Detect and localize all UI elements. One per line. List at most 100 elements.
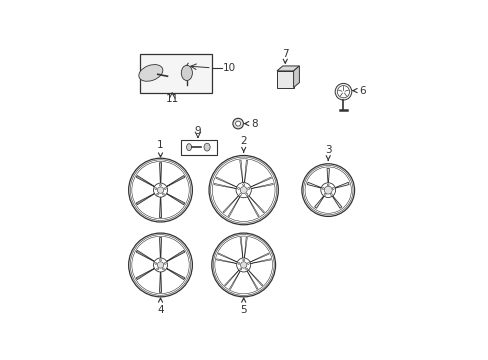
Polygon shape — [246, 270, 258, 289]
Circle shape — [247, 188, 249, 189]
Circle shape — [245, 268, 247, 270]
Polygon shape — [136, 176, 155, 187]
Polygon shape — [334, 182, 348, 188]
Polygon shape — [165, 193, 184, 205]
Text: 7: 7 — [282, 49, 288, 63]
Circle shape — [320, 183, 335, 198]
Polygon shape — [159, 163, 161, 184]
Circle shape — [132, 161, 189, 219]
Polygon shape — [331, 195, 341, 208]
Circle shape — [326, 184, 328, 186]
Text: 6: 6 — [352, 86, 366, 96]
Circle shape — [132, 236, 189, 294]
Text: 8: 8 — [244, 118, 258, 129]
Text: 9: 9 — [194, 126, 201, 136]
Polygon shape — [223, 195, 239, 213]
Text: 11: 11 — [165, 94, 179, 104]
Polygon shape — [293, 66, 299, 87]
Text: 10: 10 — [222, 63, 235, 73]
Polygon shape — [224, 270, 239, 286]
Circle shape — [239, 193, 241, 195]
Circle shape — [236, 258, 250, 272]
Polygon shape — [229, 270, 240, 289]
Circle shape — [213, 234, 274, 296]
Circle shape — [334, 84, 351, 100]
Polygon shape — [240, 237, 243, 258]
Circle shape — [155, 188, 156, 189]
Circle shape — [155, 262, 156, 264]
Circle shape — [157, 187, 163, 193]
Text: 2: 2 — [240, 136, 246, 152]
Circle shape — [211, 233, 275, 297]
Bar — [181, 140, 217, 155]
Circle shape — [238, 262, 240, 264]
Circle shape — [330, 193, 331, 195]
Polygon shape — [165, 176, 184, 187]
Circle shape — [130, 160, 190, 220]
Circle shape — [157, 193, 158, 195]
Circle shape — [245, 193, 247, 195]
Polygon shape — [244, 160, 247, 183]
Circle shape — [153, 258, 167, 272]
Circle shape — [128, 158, 192, 222]
Ellipse shape — [203, 143, 210, 151]
Text: 3: 3 — [324, 145, 331, 160]
Polygon shape — [218, 253, 238, 262]
Circle shape — [157, 262, 163, 268]
Polygon shape — [136, 250, 155, 262]
Polygon shape — [136, 193, 155, 205]
Bar — [140, 54, 211, 93]
Circle shape — [164, 262, 166, 264]
Polygon shape — [159, 238, 161, 258]
Circle shape — [235, 121, 240, 126]
Polygon shape — [216, 259, 237, 264]
Circle shape — [240, 268, 241, 270]
Polygon shape — [250, 183, 273, 189]
Circle shape — [128, 233, 192, 297]
Circle shape — [247, 262, 249, 264]
Text: 4: 4 — [157, 298, 163, 315]
Circle shape — [305, 167, 351, 213]
Polygon shape — [307, 182, 322, 188]
Text: 5: 5 — [240, 298, 246, 315]
Ellipse shape — [139, 64, 163, 81]
Circle shape — [324, 186, 331, 194]
Polygon shape — [228, 196, 240, 217]
Polygon shape — [246, 196, 259, 217]
Circle shape — [162, 268, 164, 270]
Polygon shape — [159, 197, 161, 217]
Circle shape — [303, 165, 352, 215]
Polygon shape — [165, 250, 184, 262]
Circle shape — [208, 156, 278, 225]
Circle shape — [237, 188, 239, 189]
Circle shape — [337, 86, 349, 98]
Polygon shape — [216, 177, 237, 187]
Bar — [276, 71, 293, 87]
Circle shape — [242, 184, 244, 186]
Circle shape — [153, 183, 167, 197]
Circle shape — [210, 157, 276, 223]
Circle shape — [324, 193, 325, 195]
Circle shape — [240, 186, 246, 194]
Ellipse shape — [186, 144, 191, 150]
Circle shape — [130, 235, 190, 295]
Circle shape — [157, 268, 158, 270]
Polygon shape — [247, 270, 262, 286]
Circle shape — [240, 262, 246, 268]
Circle shape — [236, 183, 251, 198]
Circle shape — [243, 259, 244, 261]
Polygon shape — [159, 271, 161, 292]
Circle shape — [162, 193, 164, 195]
Polygon shape — [249, 177, 271, 187]
Polygon shape — [276, 66, 299, 71]
Circle shape — [159, 259, 161, 261]
Circle shape — [232, 118, 243, 129]
Circle shape — [322, 188, 324, 189]
Polygon shape — [165, 268, 184, 280]
Polygon shape — [136, 268, 155, 280]
Text: 1: 1 — [157, 140, 163, 157]
Circle shape — [212, 159, 274, 221]
Polygon shape — [249, 259, 270, 264]
Polygon shape — [314, 195, 324, 208]
Circle shape — [332, 188, 333, 189]
